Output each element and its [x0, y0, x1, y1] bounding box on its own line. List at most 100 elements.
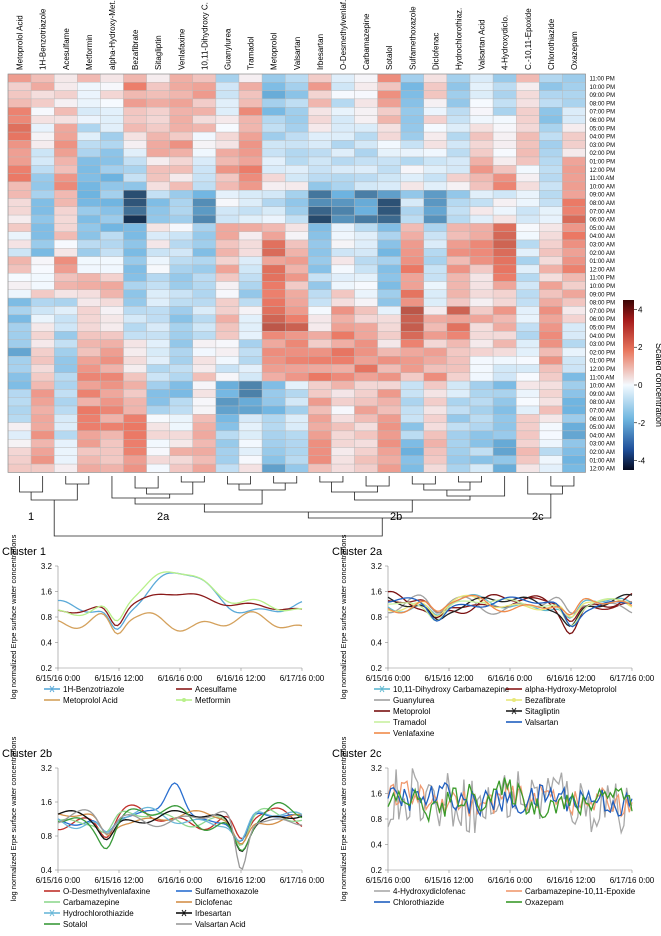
cluster-2a-label: 2a — [157, 511, 170, 523]
heatmap-cell — [100, 314, 124, 324]
heatmap-cell — [423, 173, 448, 183]
heatmap-cell — [331, 165, 355, 174]
heatmap-cell — [377, 82, 401, 91]
heatmap-cell — [446, 90, 471, 100]
heatmap-row-label: 06:00 AM — [590, 218, 615, 224]
heatmap-cell — [539, 115, 563, 125]
colorbar-tick-label: -4 — [638, 457, 646, 466]
heatmap-cell — [146, 405, 170, 415]
legend-label: Irbesartan — [195, 909, 231, 918]
heatmap-cell — [77, 389, 101, 398]
heatmap-row-label: 09:00 AM — [590, 392, 615, 398]
heatmap-cell — [285, 131, 309, 141]
heatmap-cell — [562, 198, 586, 208]
heatmap-cell — [54, 331, 78, 340]
heatmap-cell — [77, 297, 101, 307]
heatmap-cell — [169, 115, 193, 125]
heatmap-column-label: Diclofenac — [431, 33, 440, 70]
heatmap-cell — [469, 281, 494, 291]
heatmap-cell — [400, 214, 425, 224]
heatmap-cell — [146, 264, 170, 274]
heatmap-cell — [539, 347, 563, 357]
heatmap-cell — [169, 306, 193, 315]
heatmap-cell — [100, 256, 124, 266]
dendrogram: 1 2a 2b 2c — [19, 476, 575, 537]
heatmap-cell — [562, 173, 586, 183]
heatmap-cell — [100, 331, 124, 340]
heatmap-cell — [192, 322, 217, 332]
heatmap-cell — [54, 82, 78, 91]
heatmap-cell — [192, 281, 217, 291]
legend-label: 1H-Benzotriazole — [63, 685, 125, 694]
heatmap-cell — [423, 189, 448, 199]
heatmap-cell — [54, 123, 78, 133]
dendrogram-link — [65, 476, 90, 485]
heatmap-cell — [400, 463, 425, 473]
heatmap-cell — [354, 405, 378, 415]
heatmap-cell — [238, 148, 263, 158]
y-tick-label: 0.4 — [371, 639, 383, 648]
heatmap-cell — [30, 380, 55, 390]
heatmap-cell — [308, 98, 332, 108]
heatmap-cell — [238, 123, 263, 133]
heatmap-cell — [400, 173, 425, 183]
heatmap-cell — [7, 90, 32, 100]
heatmap-cell — [285, 264, 309, 274]
heatmap-row-label: 08:00 PM — [590, 301, 616, 307]
heatmap-cell — [7, 397, 32, 407]
heatmap-cell — [354, 372, 378, 382]
heatmap-cell — [77, 173, 101, 183]
heatmap-cell — [215, 414, 240, 423]
heatmap-cell — [123, 322, 147, 332]
legend-label: Oxazepam — [525, 898, 564, 907]
heatmap-cell — [285, 339, 309, 349]
heatmap-cell — [562, 439, 586, 448]
heatmap-cell — [54, 414, 78, 423]
heatmap-cell — [123, 306, 147, 315]
heatmap-cell — [446, 148, 471, 158]
heatmap-cell — [285, 347, 309, 357]
heatmap-cell — [146, 463, 170, 473]
heatmap-cell — [77, 397, 101, 407]
heatmap-cell — [192, 206, 217, 216]
heatmap-row-label: 12:00 AM — [590, 467, 615, 473]
heatmap-cell — [146, 181, 170, 191]
heatmap-cell — [192, 339, 217, 349]
heatmap-cell — [423, 322, 448, 332]
heatmap-cell — [146, 314, 170, 324]
cluster-panels: Cluster 13.21.60.80.40.26/15/16 0:00 6/15… — [2, 534, 655, 929]
heatmap-cell — [331, 198, 355, 208]
heatmap-cell — [169, 389, 193, 398]
heatmap-cell — [169, 189, 193, 199]
heatmap-cell — [146, 123, 170, 133]
heatmap-cell — [516, 140, 540, 149]
heatmap-cell — [446, 331, 471, 340]
heatmap-cell — [77, 165, 101, 174]
heatmap-cell — [100, 264, 124, 274]
heatmap-cell — [54, 372, 78, 382]
heatmap-cell — [285, 322, 309, 332]
heatmap-cell — [308, 289, 332, 299]
heatmap-cell — [285, 189, 309, 199]
heatmap-cell — [285, 173, 309, 183]
heatmap-cell — [169, 289, 193, 299]
heatmap-cell — [562, 248, 586, 257]
heatmap-cell — [7, 422, 32, 432]
dendrogram-link — [134, 476, 159, 489]
heatmap-cell — [54, 455, 78, 465]
heatmap-cell — [516, 414, 540, 423]
heatmap-cell — [469, 173, 494, 183]
heatmap-cell — [123, 397, 147, 407]
heatmap-cell — [100, 455, 124, 465]
heatmap-cell — [238, 356, 263, 365]
heatmap-cell — [562, 364, 586, 374]
heatmap-cell — [423, 98, 448, 108]
heatmap-cell — [423, 140, 448, 149]
heatmap-cell — [562, 422, 586, 432]
heatmap-frame — [7, 73, 586, 473]
heatmap-cell — [400, 289, 425, 299]
heatmap-cell — [354, 73, 378, 83]
heatmap-cell — [423, 123, 448, 133]
heatmap-cell — [7, 123, 32, 133]
heatmap-cell — [308, 405, 332, 415]
